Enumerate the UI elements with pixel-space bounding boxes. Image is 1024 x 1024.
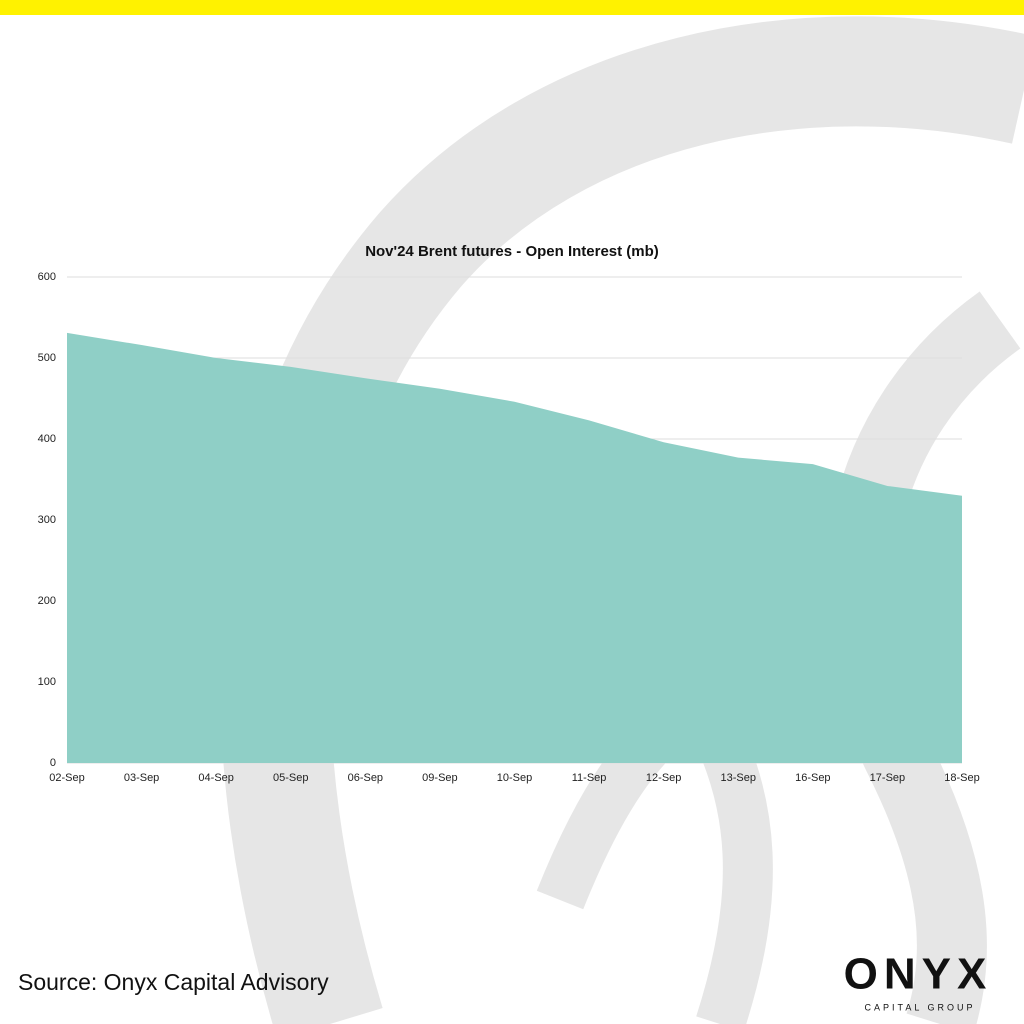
x-tick-label: 16-Sep — [795, 772, 830, 784]
x-tick-label: 05-Sep — [273, 772, 308, 784]
y-tick-label: 400 — [38, 433, 56, 445]
logo-name: ONYX — [844, 950, 993, 999]
x-tick-label: 04-Sep — [198, 772, 233, 784]
x-tick-label: 17-Sep — [870, 772, 905, 784]
x-tick-label: 03-Sep — [124, 772, 159, 784]
x-tick-label: 12-Sep — [646, 772, 681, 784]
x-tick-label: 11-Sep — [572, 772, 607, 784]
chart-title: Nov'24 Brent futures - Open Interest (mb… — [365, 243, 659, 260]
y-tick-label: 300 — [38, 514, 56, 526]
x-tick-label: 13-Sep — [721, 772, 756, 784]
y-tick-label: 500 — [38, 352, 56, 364]
x-tick-label: 02-Sep — [49, 772, 84, 784]
x-tick-label: 06-Sep — [348, 772, 383, 784]
x-tick-label: 10-Sep — [497, 772, 532, 784]
area — [67, 332, 962, 763]
source-note: Source: Onyx Capital Advisory — [18, 969, 329, 995]
y-tick-label: 0 — [50, 757, 56, 769]
x-tick-label: 18-Sep — [944, 772, 979, 784]
y-tick-label: 100 — [38, 676, 56, 688]
top-bar — [0, 0, 1024, 15]
y-tick-label: 200 — [38, 595, 56, 607]
logo-tagline: CAPITAL GROUP — [864, 1002, 975, 1012]
x-tick-label: 09-Sep — [422, 772, 457, 784]
y-tick-label: 600 — [38, 271, 56, 283]
